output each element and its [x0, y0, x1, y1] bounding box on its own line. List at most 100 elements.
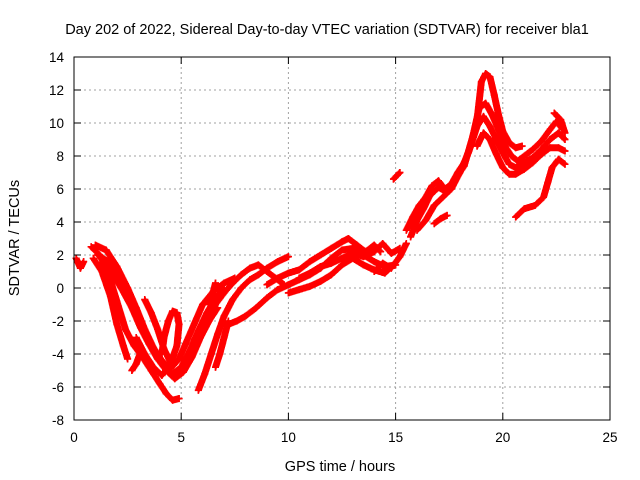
data-point — [169, 396, 177, 404]
data-point — [327, 271, 335, 279]
data-point — [216, 350, 224, 358]
data-point — [164, 317, 172, 325]
data-point — [396, 253, 404, 261]
data-point — [80, 258, 88, 266]
data-point — [175, 320, 183, 328]
data-point — [387, 264, 395, 272]
data-point — [128, 304, 136, 312]
data-point — [209, 287, 217, 295]
data-point — [561, 160, 569, 168]
data-point — [284, 289, 292, 297]
data-point — [338, 246, 346, 254]
data-point — [546, 126, 554, 134]
data-point — [512, 164, 520, 172]
data-point — [486, 73, 494, 81]
data-point — [173, 309, 181, 317]
data-point — [263, 281, 271, 289]
data-point — [396, 169, 404, 176]
data-point — [136, 324, 144, 332]
series-track-c — [89, 254, 132, 363]
data-point — [237, 284, 245, 292]
y-tick-label: 8 — [56, 149, 64, 164]
data-point — [306, 282, 314, 290]
data-point — [512, 144, 520, 152]
data-point — [233, 317, 241, 325]
data-point — [254, 271, 262, 279]
data-point — [482, 99, 490, 107]
y-tick-label: 0 — [56, 281, 64, 296]
data-point — [419, 205, 427, 213]
x-tick-label: 0 — [70, 430, 78, 445]
data-point — [409, 213, 417, 221]
data-point — [486, 136, 494, 143]
series-track-p — [284, 254, 395, 297]
data-point — [456, 169, 464, 176]
data-point — [407, 233, 415, 241]
data-point — [338, 261, 346, 269]
data-point — [338, 238, 346, 246]
data-point — [199, 301, 207, 308]
data-point — [520, 152, 528, 160]
data-point — [237, 271, 245, 279]
data-point — [295, 274, 303, 282]
marker-trail — [390, 169, 404, 183]
data-point — [154, 325, 162, 333]
data-point — [254, 261, 262, 269]
data-point — [96, 261, 104, 269]
data-point — [190, 320, 198, 328]
data-point — [561, 136, 569, 143]
data-point — [145, 340, 153, 348]
data-point — [555, 144, 563, 152]
x-axis-label: GPS time / hours — [285, 459, 395, 475]
y-tick-label: -2 — [52, 314, 64, 329]
y-tick-label: 10 — [49, 116, 64, 131]
data-point — [505, 170, 513, 178]
data-point — [229, 279, 237, 287]
data-point — [179, 368, 187, 376]
series-track-z — [550, 109, 569, 137]
series-track-a — [72, 254, 88, 272]
data-point — [486, 122, 494, 130]
data-point — [263, 294, 271, 302]
data-point — [220, 312, 228, 320]
y-tick-label: -6 — [52, 380, 64, 395]
x-tick-label: 10 — [281, 430, 296, 445]
series-track-l — [205, 279, 220, 308]
data-point — [136, 348, 144, 356]
data-point — [499, 149, 507, 157]
data-point — [327, 244, 335, 252]
data-point — [520, 159, 528, 167]
series-track-k — [194, 253, 292, 394]
data-point — [548, 164, 556, 172]
data-point — [130, 342, 138, 350]
series-track-o — [263, 235, 385, 289]
data-point — [166, 358, 174, 366]
data-point — [512, 213, 520, 221]
data-point — [387, 249, 395, 257]
data-point — [306, 269, 314, 277]
data-point — [94, 251, 102, 259]
data-point — [154, 355, 162, 363]
data-point — [295, 286, 303, 294]
data-point — [447, 185, 455, 193]
data-point — [212, 279, 220, 287]
data-point — [203, 317, 211, 325]
data-point — [482, 70, 490, 77]
data-point — [169, 307, 177, 315]
data-point — [194, 337, 202, 345]
data-point — [181, 340, 189, 348]
data-point — [246, 264, 254, 272]
data-point — [220, 334, 228, 341]
data-point — [284, 253, 292, 261]
data-point — [434, 177, 442, 185]
data-point — [117, 284, 125, 292]
data-point — [555, 155, 563, 163]
plot-frame — [73, 56, 611, 421]
data-point — [212, 363, 220, 371]
data-point — [194, 386, 202, 394]
data-point — [205, 301, 213, 308]
data-point — [102, 246, 110, 254]
data-point — [555, 129, 563, 137]
data-point — [505, 160, 513, 168]
data-point — [413, 226, 421, 234]
